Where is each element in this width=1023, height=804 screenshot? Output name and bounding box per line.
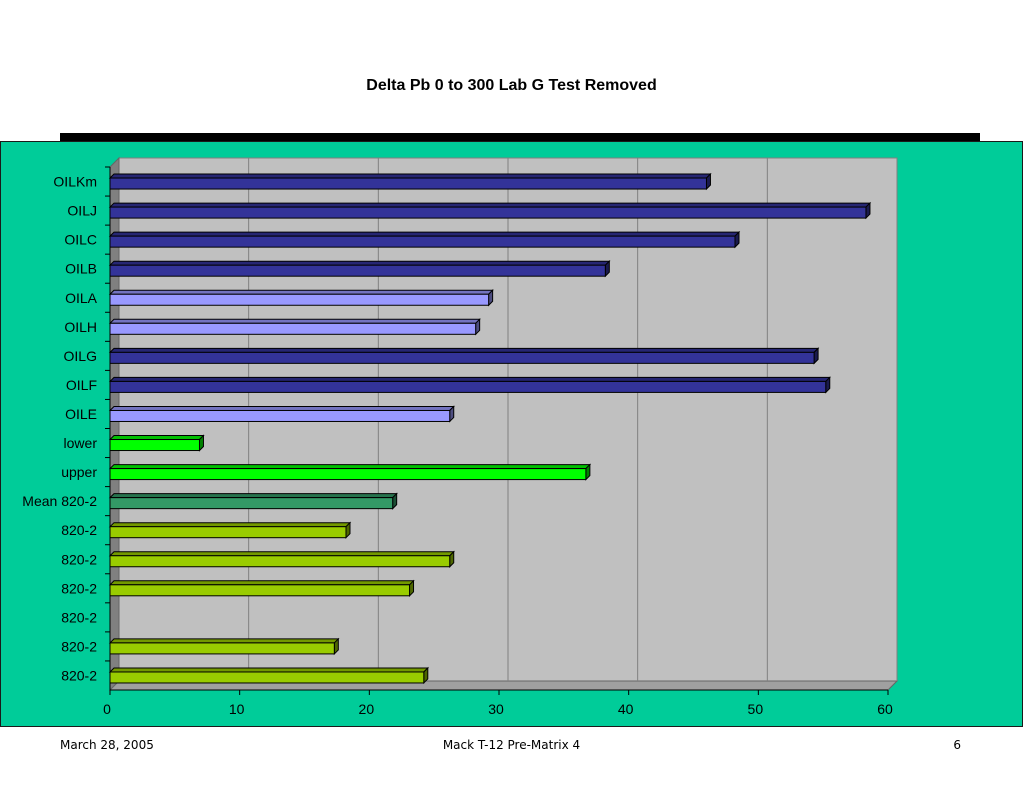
bar — [108, 434, 205, 452]
x-tick-label: 40 — [618, 701, 634, 717]
category-label: OILB — [65, 261, 97, 277]
bar-front-face — [109, 497, 394, 510]
bar-top-face — [108, 638, 340, 644]
category-label: OILC — [64, 232, 97, 248]
category-labels: OILKm OILJ OILC OILB OILA OILH OILG OILF OILE low… — [22, 166, 110, 683]
bar-front-face — [109, 351, 815, 364]
chart-title: Delta Pb 0 to 300 Lab G Test Removed — [366, 77, 657, 94]
bar — [108, 230, 741, 249]
x-tick-label: 50 — [748, 701, 764, 717]
bar-front-face — [109, 409, 451, 422]
bar-front-face — [109, 177, 707, 190]
bar-front-face — [109, 322, 477, 335]
category-label: 820-2 — [61, 638, 97, 654]
value-axis-labels: 0 10 20 30 40 50 60 — [103, 701, 893, 717]
bar-front-face — [109, 206, 867, 219]
category-label: 820-2 — [61, 551, 97, 567]
bar-top-face — [108, 173, 712, 179]
category-label: 820-2 — [61, 580, 97, 596]
bar-top-face — [108, 551, 455, 557]
bar — [108, 666, 430, 685]
x-tick-label: 0 — [103, 701, 111, 717]
bar-top-face — [108, 580, 415, 586]
bar — [108, 550, 455, 568]
category-label: upper — [61, 464, 97, 480]
bar-top-face — [108, 231, 741, 237]
category-label: OILG — [64, 348, 97, 364]
x-tick-label: 30 — [488, 701, 504, 717]
category-label: OILH — [64, 319, 97, 335]
bar — [108, 521, 352, 539]
bar-top-face — [108, 405, 455, 411]
bar-front-face — [109, 264, 606, 277]
bar-front-face — [109, 555, 451, 568]
bar-front-face — [109, 584, 411, 597]
bar-front-face — [109, 526, 347, 539]
bar — [108, 579, 415, 598]
bar — [108, 347, 820, 365]
category-label: Mean 820-2 — [22, 493, 97, 509]
bar — [108, 201, 872, 220]
bar-top-face — [108, 202, 872, 208]
category-label: 820-2 — [61, 522, 97, 538]
bar — [108, 463, 592, 481]
bar-front-face — [109, 439, 200, 452]
bar-front-face — [109, 671, 425, 684]
bar-top-face — [108, 260, 611, 266]
title-divider-bar — [60, 133, 980, 141]
category-label: OILKm — [53, 174, 97, 190]
footer-date: March 28, 2005 — [60, 738, 154, 752]
bar — [108, 376, 831, 394]
bar-top-face — [108, 464, 592, 470]
bar-top-face — [108, 522, 352, 528]
category-label: 820-2 — [61, 667, 97, 683]
x-tick-label: 60 — [877, 701, 893, 717]
x-tick-label: 20 — [359, 701, 375, 717]
bar-top-face — [108, 289, 494, 295]
bar-front-face — [109, 380, 827, 393]
bar-front-face — [109, 468, 587, 481]
bar — [108, 289, 494, 307]
bar — [108, 318, 481, 336]
bar — [108, 405, 455, 423]
bars — [108, 172, 872, 685]
page-number: 6 — [953, 738, 961, 752]
category-label: OILF — [66, 377, 97, 393]
bar-front-face — [109, 293, 490, 306]
category-label: OILA — [65, 290, 98, 306]
bar-top-face — [108, 493, 398, 499]
bar-top-face — [108, 347, 820, 353]
bar — [108, 259, 611, 278]
bar-top-face — [108, 318, 481, 324]
bar — [108, 492, 398, 510]
bar-top-face — [108, 376, 831, 382]
category-label: lower — [64, 435, 98, 451]
bar — [108, 172, 712, 191]
category-label: OILE — [65, 406, 97, 422]
bar-top-face — [108, 435, 205, 441]
bar — [108, 637, 340, 656]
bar-front-face — [109, 235, 736, 248]
category-label: OILJ — [67, 203, 97, 219]
x-tick-label: 10 — [229, 701, 245, 717]
category-label: 820-2 — [61, 609, 97, 625]
bar-front-face — [109, 642, 335, 655]
bar-top-face — [108, 667, 430, 673]
footer-title: Mack T-12 Pre-Matrix 4 — [442, 738, 581, 752]
